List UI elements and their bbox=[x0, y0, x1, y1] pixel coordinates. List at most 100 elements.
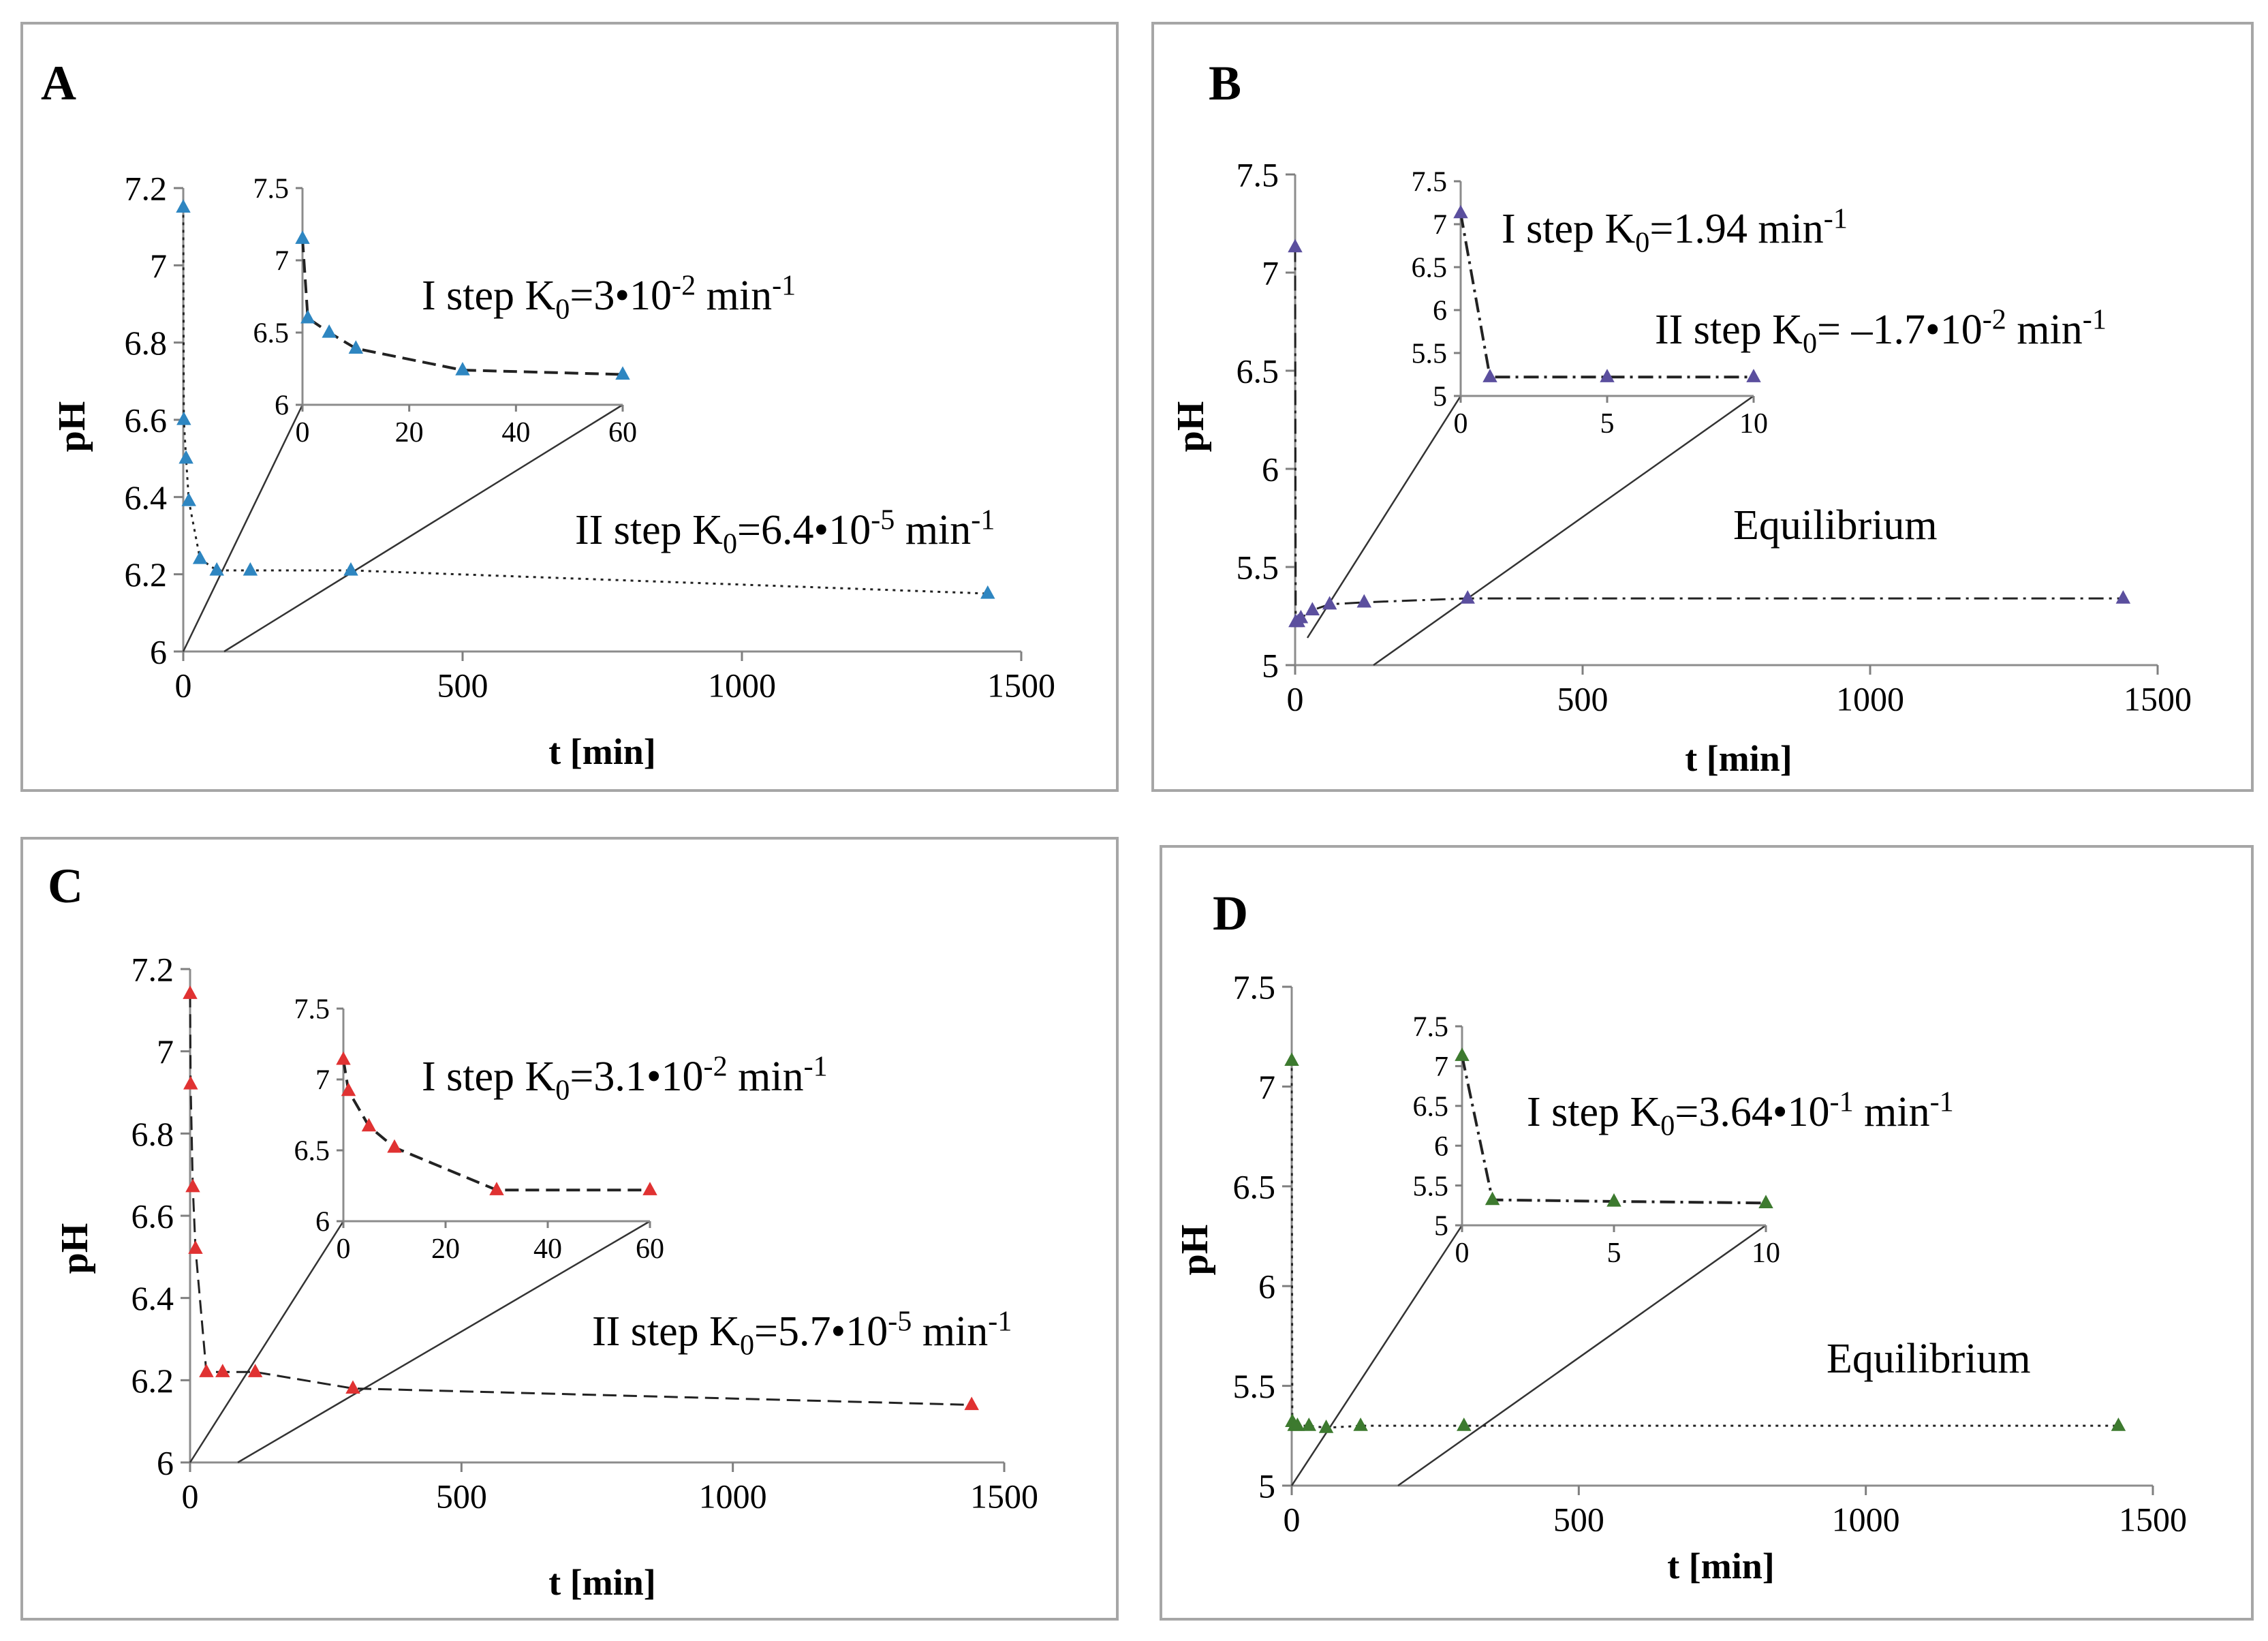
zoom-connector-line bbox=[1373, 395, 1754, 666]
x-tick-label: 0 bbox=[337, 1233, 351, 1265]
x-axis-label: t [min] bbox=[1667, 1546, 1774, 1586]
x-tick-label: 0 bbox=[175, 666, 192, 705]
y-tick-label: 6 bbox=[1258, 1268, 1275, 1306]
y-tick-label: 6 bbox=[275, 390, 289, 422]
data-point-marker bbox=[1746, 369, 1761, 382]
y-tick-label: 6.6 bbox=[131, 1197, 174, 1236]
x-tick-label: 10 bbox=[1739, 408, 1768, 440]
y-tick-label: 7.5 bbox=[1237, 156, 1279, 194]
y-tick-label: 7.5 bbox=[253, 174, 290, 205]
data-point-marker bbox=[341, 1082, 356, 1096]
series-line bbox=[1459, 213, 1754, 379]
data-point-marker bbox=[176, 199, 191, 213]
annotation-label: I step K0=3.64•10-1 min-1 bbox=[1527, 1086, 1954, 1141]
panel-a: A 0 500 1000 1500 6 6.2 6.4 6.6 6.8 7 7.2 t [min] pH 0… bbox=[20, 22, 1119, 792]
y-tick-label: 7 bbox=[315, 1065, 330, 1096]
x-tick-label: 0 bbox=[1287, 680, 1304, 718]
data-point-marker bbox=[1455, 1047, 1470, 1061]
x-tick-label: 500 bbox=[437, 666, 488, 705]
annotation-label: Equilibrium bbox=[1733, 502, 1938, 549]
panel-b: B 0 500 1000 1500 5 5.5 6 6.5 7 7.5 t [min] pH 0 5 10 5 5… bbox=[1151, 22, 2254, 792]
data-point-marker bbox=[980, 585, 995, 599]
data-point-marker bbox=[1293, 609, 1309, 624]
zoom-connector-line bbox=[223, 403, 623, 653]
main-plot: 0 500 1000 1500 5 5.5 6 6.5 7 7.5 t [min] pH bbox=[1170, 156, 2192, 780]
data-point-marker bbox=[642, 1182, 657, 1195]
y-tick-label: 5 bbox=[1433, 382, 1447, 413]
series-line bbox=[1461, 1055, 1767, 1205]
x-axis-label: t [min] bbox=[1685, 738, 1792, 779]
x-tick-label: 1000 bbox=[708, 666, 776, 705]
x-tick-label: 1500 bbox=[970, 1477, 1038, 1516]
y-tick-label: 6 bbox=[1262, 450, 1279, 489]
data-point-marker bbox=[361, 1118, 377, 1132]
x-tick-label: 500 bbox=[1557, 680, 1609, 718]
data-point-marker bbox=[455, 362, 470, 375]
data-point-marker bbox=[489, 1182, 504, 1195]
annotation-label: Equilibrium bbox=[1827, 1336, 2031, 1382]
y-tick-label: 7.2 bbox=[125, 170, 168, 208]
y-tick-label: 6.5 bbox=[1233, 1167, 1276, 1206]
data-point-marker bbox=[247, 1364, 263, 1377]
data-point-marker bbox=[2111, 1417, 2126, 1431]
data-point-marker bbox=[1485, 1191, 1500, 1206]
y-tick-label: 5 bbox=[1262, 647, 1279, 685]
panel-c: C 0 500 1000 1500 6 6.2 6.4 6.6 6.8 7 7.2 t [min] pH 0… bbox=[20, 837, 1119, 1621]
data-point-marker bbox=[615, 366, 630, 380]
y-tick-label: 6.5 bbox=[1413, 1092, 1449, 1123]
zoom-connector-line bbox=[1397, 1224, 1767, 1487]
y-tick-label: 6.5 bbox=[1237, 352, 1279, 390]
data-point-marker bbox=[1322, 596, 1337, 610]
data-point-marker bbox=[387, 1139, 402, 1153]
main-plot: 0 500 1000 1500 6 6.2 6.4 6.6 6.8 7 7.2 t [min] pH bbox=[51, 170, 1055, 773]
data-point-marker bbox=[1318, 1420, 1334, 1433]
y-tick-label: 7.5 bbox=[1412, 167, 1448, 198]
zoom-connector-line bbox=[237, 1220, 651, 1464]
data-point-marker bbox=[1284, 1052, 1299, 1066]
annotation-label: I step K0=1.94 min-1 bbox=[1502, 202, 1848, 258]
y-tick-label: 5.5 bbox=[1237, 549, 1279, 587]
zoom-connector-line bbox=[189, 1221, 345, 1463]
zoom-connector-line bbox=[182, 404, 304, 652]
y-tick-label: 6.4 bbox=[125, 478, 168, 517]
x-tick-label: 0 bbox=[1284, 1501, 1301, 1539]
x-tick-label: 60 bbox=[608, 417, 637, 448]
data-point-marker bbox=[336, 1051, 351, 1065]
data-point-marker bbox=[348, 340, 364, 354]
y-tick-label: 6.5 bbox=[1412, 253, 1448, 284]
x-tick-label: 60 bbox=[636, 1233, 664, 1265]
main-plot: 0 500 1000 1500 5 5.5 6 6.5 7 7.5 t [min] pH bbox=[1174, 968, 2187, 1587]
data-point-marker bbox=[1356, 594, 1372, 608]
x-axis-label: t [min] bbox=[548, 1562, 655, 1603]
x-tick-label: 5 bbox=[1600, 408, 1615, 440]
annotation-label: II step K0=5.7•10-5 min-1 bbox=[592, 1305, 1012, 1361]
x-tick-label: 500 bbox=[436, 1477, 487, 1516]
data-point-marker bbox=[1353, 1417, 1368, 1431]
y-tick-label: 7 bbox=[1433, 210, 1447, 241]
x-tick-label: 0 bbox=[1454, 408, 1468, 440]
x-tick-label: 10 bbox=[1752, 1238, 1780, 1269]
data-point-marker bbox=[1288, 239, 1303, 253]
data-point-marker bbox=[185, 1178, 200, 1193]
panel-letter: B bbox=[1209, 56, 1241, 110]
data-point-marker bbox=[176, 411, 191, 425]
y-tick-label: 6.8 bbox=[131, 1115, 174, 1153]
zoom-connector-line bbox=[1306, 395, 1462, 639]
panel-d: D 0 500 1000 1500 5 5.5 6 6.5 7 7.5 t [min] pH 0 5 10 5 5… bbox=[1160, 845, 2254, 1621]
data-point-marker bbox=[1482, 369, 1497, 382]
data-point-marker bbox=[199, 1364, 214, 1377]
y-tick-label: 5.5 bbox=[1412, 339, 1448, 370]
y-tick-label: 7 bbox=[157, 1032, 174, 1071]
x-tick-label: 5 bbox=[1607, 1238, 1621, 1269]
data-point-marker bbox=[1460, 590, 1475, 604]
data-point-marker bbox=[178, 450, 193, 464]
y-tick-label: 6.2 bbox=[125, 555, 168, 594]
data-point-marker bbox=[1290, 1417, 1305, 1431]
x-tick-label: 500 bbox=[1553, 1501, 1604, 1539]
x-tick-label: 0 bbox=[296, 417, 310, 448]
annotation-label: I step K0=3•10-2 min-1 bbox=[422, 269, 796, 325]
